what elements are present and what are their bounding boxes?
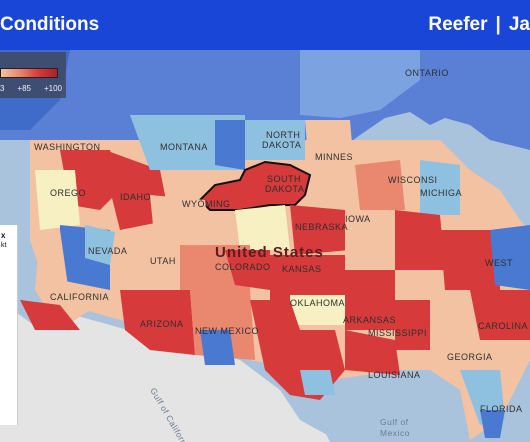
label-carolina: CAROLINA bbox=[478, 321, 528, 331]
label-north-dakota-2: DAKOTA bbox=[262, 140, 301, 150]
legend-ticks: 3 +85 +100 bbox=[0, 84, 66, 93]
label-california: CALIFORNIA bbox=[50, 292, 109, 302]
region-nevada-cool bbox=[85, 225, 115, 265]
region-texas-coast bbox=[300, 370, 335, 395]
label-nebraska: NEBRASKA bbox=[295, 222, 348, 232]
region-wyoming bbox=[150, 195, 210, 245]
label-louisiana: LOUISIANA bbox=[368, 370, 421, 380]
equipment-label[interactable]: Reefer bbox=[428, 14, 488, 35]
region-utah bbox=[125, 230, 175, 290]
legend-tick-right: +100 bbox=[43, 84, 62, 93]
label-oklahoma: OKLAHOMA bbox=[290, 298, 345, 308]
equipment-selector[interactable]: Reefer | Ja bbox=[428, 14, 530, 36]
region-california-hot bbox=[20, 300, 80, 330]
region-southwest-cold bbox=[200, 330, 235, 365]
label-gulf-of-mexico-2: Mexico bbox=[380, 428, 410, 438]
label-washington: WASHINGTON bbox=[34, 142, 101, 152]
label-ontario: ONTARIO bbox=[405, 68, 449, 78]
label-utah: UTAH bbox=[150, 256, 176, 266]
gulf-water bbox=[300, 370, 480, 442]
label-oregon: OREGO bbox=[50, 188, 86, 198]
label-nevada: NEVADA bbox=[88, 246, 127, 256]
info-panel-line1: x bbox=[1, 231, 6, 240]
legend-color-bar bbox=[0, 68, 58, 78]
baja-region bbox=[0, 300, 120, 442]
label-south-dakota-1: SOUTH bbox=[267, 174, 301, 184]
label-arkansas: ARKANSAS bbox=[343, 315, 396, 325]
region-mississippi bbox=[395, 300, 430, 350]
region-arkansas bbox=[345, 270, 395, 330]
region-nebraska bbox=[290, 205, 350, 255]
region-florida-south bbox=[480, 410, 505, 438]
label-arizona: ARIZONA bbox=[140, 319, 184, 329]
region-carolina bbox=[470, 290, 530, 340]
color-legend: 3 +85 +100 bbox=[0, 52, 66, 98]
label-minnesota: MINNES bbox=[315, 152, 353, 162]
label-kansas: KANSAS bbox=[282, 264, 322, 274]
region-montana-cold bbox=[215, 120, 245, 170]
region-midwest-hot bbox=[395, 210, 445, 270]
label-iowa: IOWA bbox=[345, 214, 371, 224]
region-kansas bbox=[270, 255, 345, 300]
canada-region-light bbox=[300, 50, 420, 118]
label-florida: FLORIDA bbox=[480, 404, 523, 414]
info-panel: x kt bbox=[0, 225, 18, 425]
region-east-cold bbox=[490, 225, 530, 290]
region-colorado-hot bbox=[225, 250, 270, 290]
region-arizona bbox=[120, 290, 195, 355]
legend-tick-mid: +85 bbox=[17, 84, 31, 93]
label-idaho: IDAHO bbox=[120, 192, 151, 202]
region-louisiana bbox=[345, 330, 400, 375]
label-new-mexico: NEW MEXICO bbox=[195, 326, 259, 336]
label-wisconsin: WISCONSI bbox=[388, 175, 438, 185]
market-map[interactable]: ONTARIO WASHINGTON MONTANA NORTH DAKOTA … bbox=[0, 50, 530, 442]
label-montana: MONTANA bbox=[160, 142, 208, 152]
label-michigan: MICHIGA bbox=[420, 188, 462, 198]
region-wyoming-neutral bbox=[235, 205, 290, 250]
header-separator: | bbox=[495, 14, 501, 35]
region-michigan bbox=[420, 160, 460, 215]
label-colorado: COLORADO bbox=[215, 262, 271, 272]
region-north-dakota bbox=[245, 120, 305, 160]
label-united-states: United States bbox=[215, 244, 324, 261]
label-west: WEST bbox=[485, 258, 513, 268]
label-mississippi: MISSISSIPPI bbox=[368, 328, 427, 338]
legend-tick-left: 3 bbox=[0, 84, 5, 93]
region-oregon bbox=[35, 170, 80, 230]
region-iowa bbox=[345, 210, 395, 255]
region-georgia bbox=[430, 325, 485, 370]
region-southeast-hot bbox=[440, 230, 500, 290]
info-panel-line2: kt bbox=[1, 242, 7, 249]
label-gulf-of-mexico-1: Gulf of bbox=[380, 417, 409, 427]
page-title: Conditions bbox=[0, 14, 100, 35]
region-wisconsin bbox=[355, 160, 405, 210]
region-oklahoma bbox=[290, 295, 345, 325]
region-minnesota bbox=[305, 120, 355, 180]
label-georgia: GEORGIA bbox=[447, 352, 493, 362]
header-bar: Conditions Reefer | Ja bbox=[0, 0, 530, 50]
label-south-dakota-2: DAKOTA bbox=[265, 184, 304, 194]
label-north-dakota-1: NORTH bbox=[266, 130, 300, 140]
date-label[interactable]: Ja bbox=[508, 14, 530, 35]
label-wyoming: WYOMING bbox=[182, 199, 231, 209]
